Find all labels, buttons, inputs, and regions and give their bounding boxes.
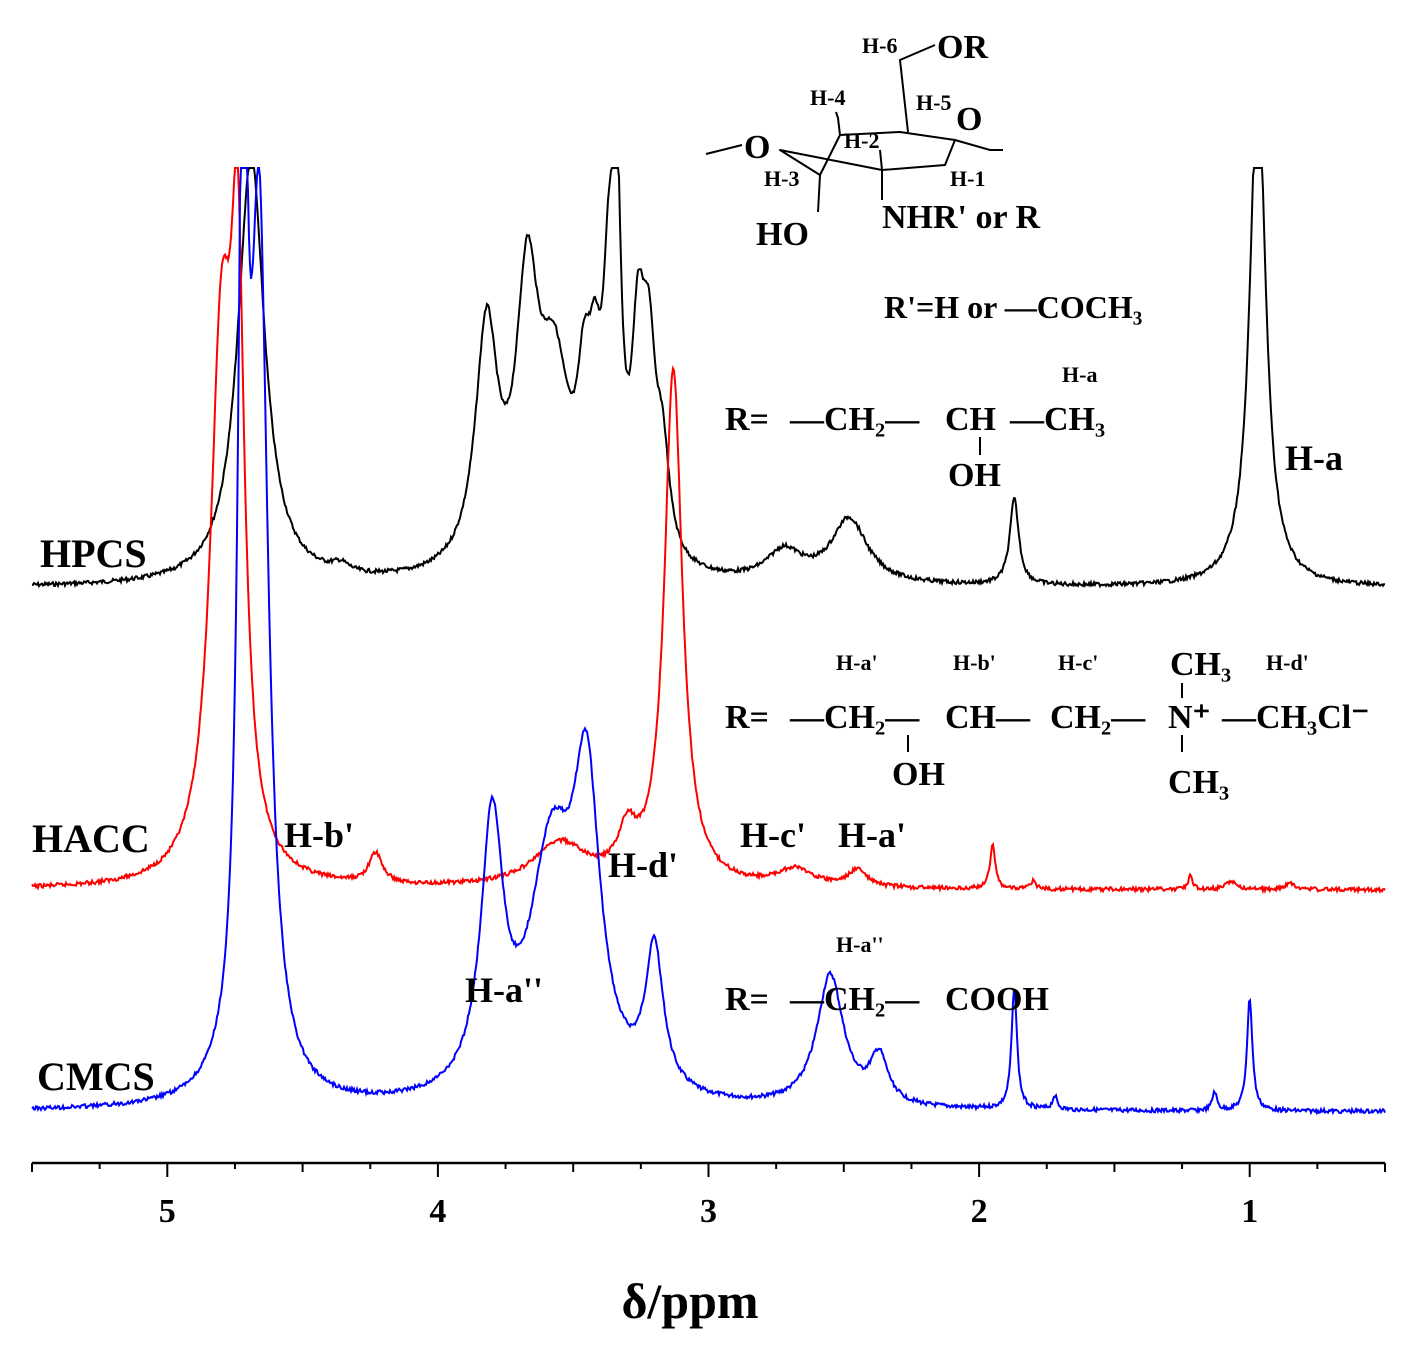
label-o-link: O <box>744 129 770 166</box>
x-axis-label: δ/ppm <box>621 1273 758 1329</box>
peak-label-h-a-double-prime: H-a'' <box>465 970 543 1010</box>
spectra-traces <box>31 167 1386 1116</box>
x-tick-label: 1 <box>1241 1193 1258 1230</box>
hacc-r-ch3-bottom: CH₃ <box>1168 764 1229 801</box>
series-label-hacc: HACC <box>32 816 150 861</box>
peak-label-h-a-prime: H-a' <box>838 815 906 855</box>
cmcs-r-ch2: —CH₂— <box>789 981 920 1018</box>
hacc-r-ch: CH— <box>945 699 1031 736</box>
cmcs-r-ha: H-a'' <box>836 932 884 957</box>
hpcs-r-ch2: —CH₂— <box>789 401 920 438</box>
chitosan-ring-structure <box>705 44 1003 213</box>
peak-label-h-a: H-a <box>1285 438 1343 478</box>
peak-label-h-b-prime: H-b' <box>284 815 354 855</box>
hacc-r-prefix: R= <box>725 699 769 736</box>
hacc-r-oh: OH <box>892 756 945 793</box>
cmcs-r-prefix: R= <box>725 981 769 1018</box>
label-h3: H-3 <box>764 166 799 191</box>
hpcs-r-oh: OH <box>948 457 1001 494</box>
label-r-prime-definition: R'=H or —COCH₃ <box>884 289 1142 325</box>
label-ho: HO <box>756 216 809 253</box>
x-tick-label: 2 <box>971 1193 988 1230</box>
spectrum-line-hacc <box>31 167 1386 895</box>
hacc-r-ch2b: CH₂— <box>1050 699 1146 736</box>
peak-label-h-c-prime: H-c' <box>740 815 806 855</box>
hacc-r-ch2a: —CH₂— <box>789 699 920 736</box>
hpcs-r-prefix: R= <box>725 401 769 438</box>
x-tick-label: 3 <box>700 1193 717 1230</box>
series-label-cmcs: CMCS <box>37 1054 155 1099</box>
label-h1: H-1 <box>950 166 985 191</box>
label-nhr: NHR' or R <box>882 199 1040 236</box>
x-tick-label: 5 <box>159 1193 176 1230</box>
hacc-r-n-plus: N⁺ <box>1168 699 1211 736</box>
x-axis: 5 4 3 2 1 δ/ppm <box>31 1161 1386 1329</box>
label-h2: H-2 <box>844 128 879 153</box>
series-label-hpcs: HPCS <box>40 531 147 576</box>
cmcs-r-cooh: COOH <box>945 981 1049 1018</box>
label-h5: H-5 <box>916 90 951 115</box>
spectrum-line-cmcs <box>31 167 1386 1116</box>
spectrum-line-hpcs <box>31 167 1386 589</box>
hacc-r-ch3cl: —CH₃Cl⁻ <box>1221 699 1369 736</box>
hacc-r-ha: H-a' <box>836 650 878 675</box>
hacc-r-hc: H-c' <box>1058 650 1098 675</box>
label-or: OR <box>937 29 988 66</box>
label-h6: H-6 <box>862 33 897 58</box>
peak-label-h-d-prime: H-d' <box>608 845 678 885</box>
x-tick-label: 4 <box>429 1193 446 1230</box>
hpcs-r-ch: CH <box>945 401 996 438</box>
hacc-r-ch3-top: CH₃ <box>1170 646 1231 683</box>
label-h4: H-4 <box>810 85 845 110</box>
hacc-r-hb: H-b' <box>953 650 996 675</box>
hpcs-r-ha: H-a <box>1062 362 1097 387</box>
hacc-r-hd: H-d' <box>1266 650 1309 675</box>
x-axis-ticks: 5 4 3 2 1 <box>31 1163 1386 1230</box>
hpcs-r-ch3: —CH₃ <box>1009 401 1105 438</box>
label-o-ring: O <box>956 101 982 138</box>
